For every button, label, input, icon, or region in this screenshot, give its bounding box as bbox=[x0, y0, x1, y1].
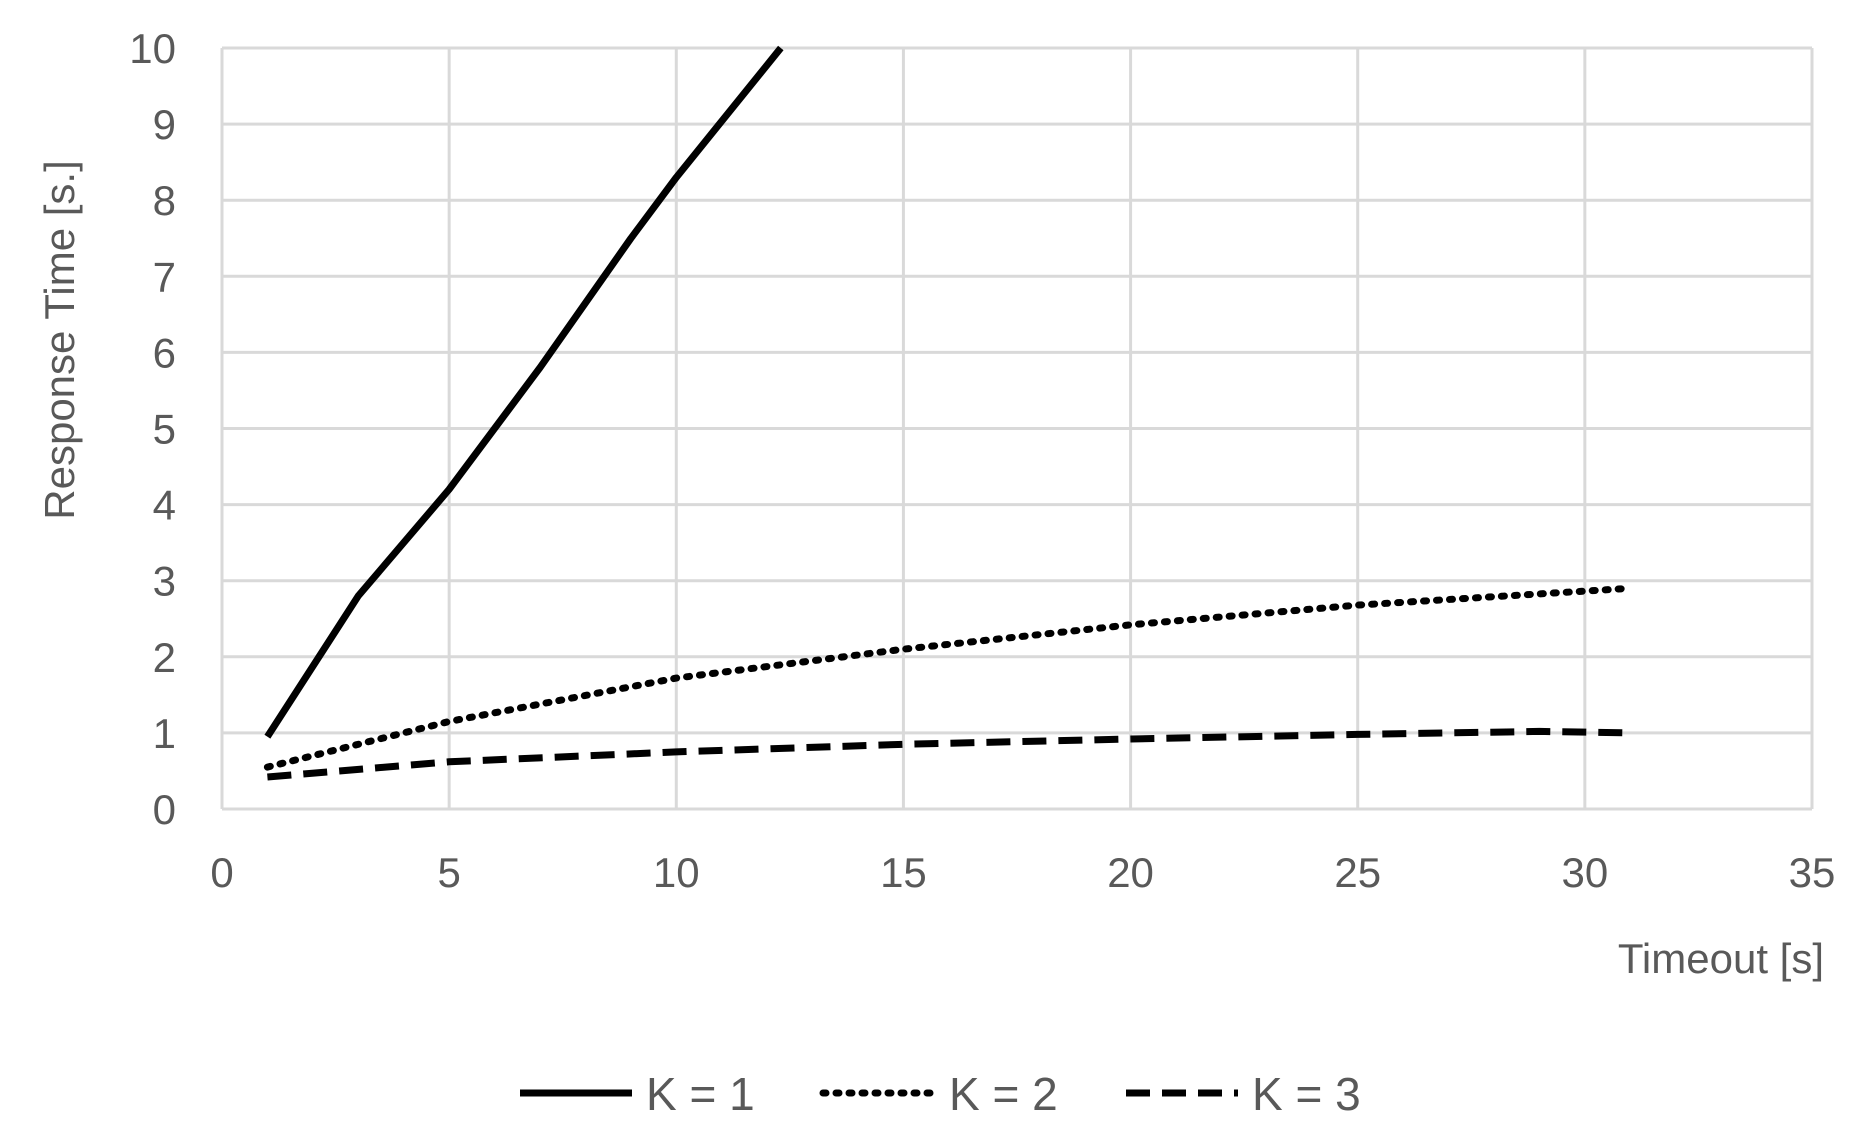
x-tick-label: 15 bbox=[880, 849, 927, 896]
y-tick-label: 2 bbox=[153, 634, 176, 681]
x-tick-label: 25 bbox=[1334, 849, 1381, 896]
series-lines bbox=[263, 45, 1634, 781]
x-tick-label: 0 bbox=[210, 849, 233, 896]
series-line-k2 bbox=[263, 584, 1634, 771]
y-tick-label: 0 bbox=[153, 786, 176, 833]
y-tick-label: 3 bbox=[153, 558, 176, 605]
x-tick-label: 35 bbox=[1789, 849, 1836, 896]
y-axis-ticks: 0 1 2 3 4 5 6 7 8 9 10 bbox=[129, 25, 176, 833]
legend-label-k1: K = 1 bbox=[646, 1068, 755, 1120]
y-tick-label: 5 bbox=[153, 406, 176, 453]
x-axis-title: Timeout [s] bbox=[1618, 935, 1824, 982]
y-axis-title: Response Time [s.] bbox=[36, 160, 83, 519]
legend-label-k3: K = 3 bbox=[1252, 1068, 1361, 1120]
x-axis-ticks: 0 5 10 15 20 25 30 35 bbox=[210, 849, 1835, 896]
grid bbox=[220, 46, 1814, 811]
series-line-k1 bbox=[264, 45, 784, 739]
y-tick-label: 10 bbox=[129, 25, 176, 72]
y-tick-label: 4 bbox=[153, 482, 176, 529]
y-tick-label: 8 bbox=[153, 177, 176, 224]
series-line-k3 bbox=[267, 727, 1631, 781]
x-tick-label: 20 bbox=[1107, 849, 1154, 896]
legend-label-k2: K = 2 bbox=[949, 1068, 1058, 1120]
x-tick-label: 10 bbox=[653, 849, 700, 896]
y-tick-label: 1 bbox=[153, 710, 176, 757]
y-tick-label: 7 bbox=[153, 253, 176, 300]
x-tick-label: 5 bbox=[437, 849, 460, 896]
legend: K = 1 K = 2 K = 3 bbox=[520, 1068, 1361, 1120]
x-tick-label: 30 bbox=[1561, 849, 1608, 896]
y-tick-label: 6 bbox=[153, 329, 176, 376]
y-tick-label: 9 bbox=[153, 101, 176, 148]
